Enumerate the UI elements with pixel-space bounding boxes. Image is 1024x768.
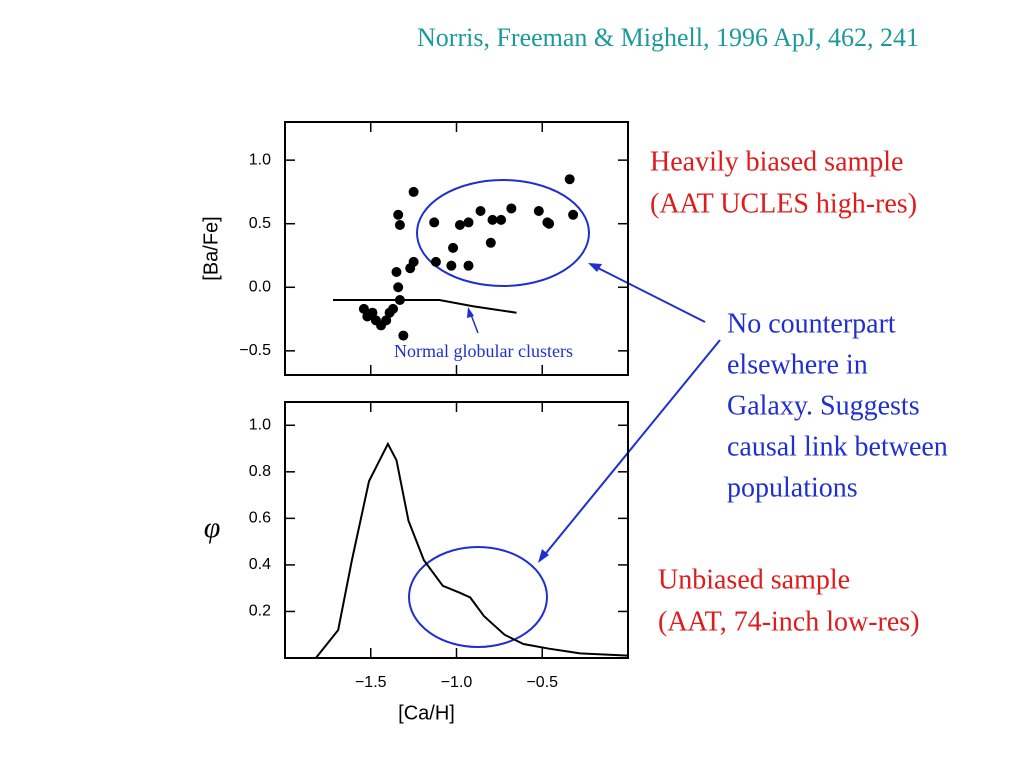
data-point	[496, 214, 507, 225]
data-point	[544, 218, 555, 229]
x-tick-label: −1.0	[441, 674, 473, 691]
data-point	[446, 260, 457, 271]
data-point	[564, 174, 575, 185]
data-point	[391, 267, 402, 278]
data-point	[398, 330, 409, 341]
data-point	[393, 282, 404, 293]
y-tick-label: 0.2	[249, 603, 271, 620]
y-tick-label: 1.0	[249, 151, 271, 168]
citation: Norris, Freeman & Mighell, 1996 ApJ, 462…	[417, 23, 919, 52]
note-line: populations	[727, 472, 858, 503]
note-line: No counterpart	[727, 308, 896, 339]
arrow	[541, 339, 721, 559]
data-point	[367, 307, 378, 318]
y-tick-label: 0.6	[249, 510, 271, 527]
note-line: Galaxy. Suggests	[727, 390, 920, 421]
y-axis-label: φ	[204, 511, 221, 544]
y-tick-label: −0.5	[239, 342, 271, 359]
y-tick-label: 0.5	[249, 215, 271, 232]
unbiased-label: Unbiased sample	[658, 564, 850, 595]
biased-label: Heavily biased sample	[650, 146, 903, 177]
distribution-curve	[315, 441, 629, 659]
data-point	[475, 205, 486, 216]
data-point	[533, 205, 544, 216]
data-point	[393, 209, 404, 220]
data-point	[463, 260, 474, 271]
y-axis-label: [Ba/Fe]	[200, 216, 222, 280]
data-point	[394, 219, 405, 230]
x-tick-label: −0.5	[526, 674, 558, 691]
x-axis-label: [Ca/H]	[398, 702, 455, 724]
data-point	[408, 186, 419, 197]
data-point	[429, 217, 440, 228]
y-tick-label: 1.0	[249, 416, 271, 433]
arrow-head	[467, 307, 474, 318]
arrow-head	[538, 549, 549, 563]
line-label: Normal globular clusters	[394, 341, 573, 361]
data-point	[463, 217, 474, 228]
data-point	[408, 256, 419, 267]
x-tick-label: −1.5	[355, 674, 387, 691]
plot-frame	[284, 401, 629, 659]
y-tick-label: 0.8	[249, 463, 271, 480]
highlight-ellipse	[416, 179, 590, 287]
data-point	[358, 303, 369, 314]
arrow	[593, 265, 706, 323]
data-point	[381, 315, 392, 326]
biased-label: (AAT UCLES high-res)	[650, 188, 917, 219]
data-point	[430, 256, 441, 267]
data-point	[454, 219, 465, 230]
note-line: elsewhere in	[727, 349, 868, 380]
note-line: causal link between	[727, 431, 948, 462]
y-tick-label: 0.0	[249, 278, 271, 295]
unbiased-label: (AAT, 74-inch low-res)	[658, 606, 920, 637]
data-point	[487, 214, 498, 225]
highlight-ellipse	[408, 546, 548, 648]
y-tick-label: 0.4	[249, 556, 271, 573]
data-point	[485, 237, 496, 248]
data-point	[448, 242, 459, 253]
cluster-line	[333, 298, 517, 314]
arrow-head	[588, 263, 602, 272]
data-point	[506, 203, 517, 214]
data-point	[388, 303, 399, 314]
data-point	[568, 209, 579, 220]
